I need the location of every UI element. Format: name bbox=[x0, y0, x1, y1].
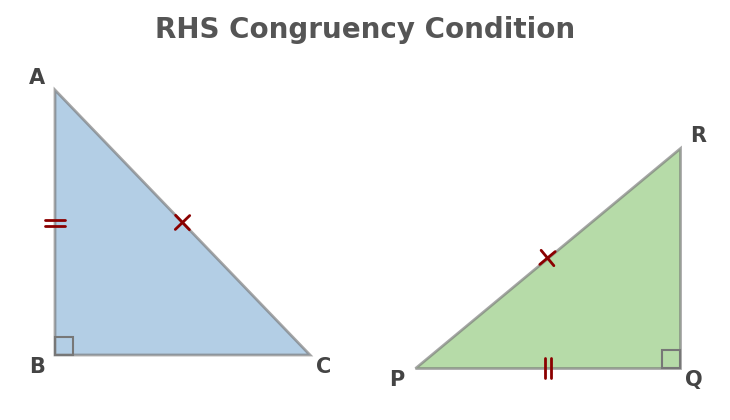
Text: P: P bbox=[389, 370, 404, 390]
Text: RHS Congruency Condition: RHS Congruency Condition bbox=[155, 16, 575, 44]
Text: C: C bbox=[316, 357, 331, 377]
Polygon shape bbox=[415, 148, 680, 368]
Text: R: R bbox=[690, 126, 706, 146]
Text: Q: Q bbox=[685, 370, 703, 390]
Polygon shape bbox=[55, 90, 310, 355]
Text: A: A bbox=[29, 68, 45, 88]
Text: B: B bbox=[29, 357, 45, 377]
